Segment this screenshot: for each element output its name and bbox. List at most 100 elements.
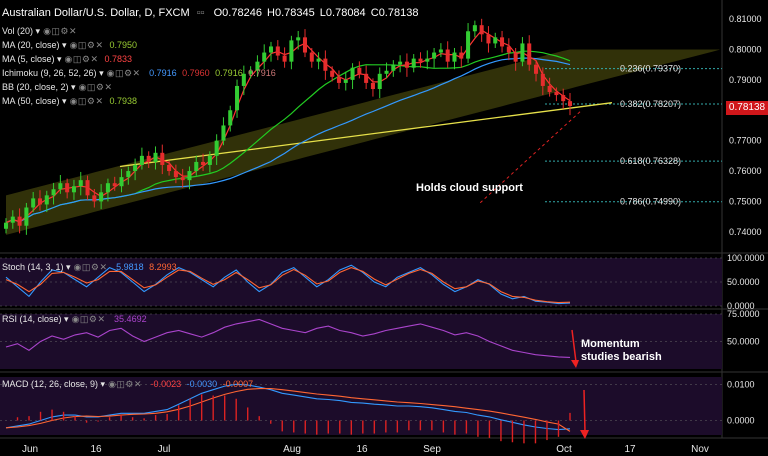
ohlc-low: L0.78084 [319,7,366,19]
candle-body [472,25,477,32]
candle-body [418,58,423,62]
candle-body [3,222,9,229]
candle-body [10,216,15,223]
legend-rsi[interactable]: RSI (14, close) ▾ ◉◫⚙✕ 35.4692 [2,314,147,324]
candle-body [500,37,505,47]
candle-body [438,49,443,53]
price-tick-label: 0.81000 [729,14,762,24]
candle-body [214,140,219,156]
candle-body [506,46,511,53]
x-tick-label: Sep [423,444,441,455]
candle-body [513,52,518,62]
candle-body [119,177,124,187]
last-price-badge: 0.78138 [726,101,768,115]
legend-stoch[interactable]: Stoch (14, 3, 1) ▾ ◉◫⚙✕ 5.9818 8.2993 [2,262,177,272]
candle-body [71,186,76,193]
candle-body [58,183,63,190]
candle-body [479,25,484,35]
x-tick-label: Jun [22,444,38,455]
candle-body [520,43,525,62]
x-tick-label: 16 [90,444,102,455]
fib-level-label: 0.618(0.76328) [620,156,681,166]
fib-level-label: 0.236(0.79370) [620,64,681,74]
candle-body [534,64,539,74]
candle-body [275,46,280,56]
candle-body [160,152,165,165]
candle-body [24,207,29,226]
candle-body [289,40,294,62]
candle-body [44,195,49,205]
legend-vol[interactable]: Vol (20) ▾ ◉◫⚙✕ [2,26,78,36]
candle-body [92,195,97,202]
candle-body [153,152,158,162]
candle-body [302,37,308,53]
candle-body [255,61,260,71]
candle-body [540,73,545,86]
candle-body [105,183,110,193]
fib-level-label: 0.786(0.74990) [620,197,681,207]
candle-body [547,85,552,93]
candle-body [173,171,178,178]
candle-body [425,58,430,62]
candle-body [364,73,369,83]
rsi-arrowhead [571,360,579,368]
x-tick-label: Aug [283,444,301,455]
candle-body [187,171,192,181]
candle-body [112,183,117,187]
cloud-annotation: Holds cloud support [416,182,523,194]
legend-ma50[interactable]: MA (50, close) ▾ ◉◫⚙✕ 0.7938 [2,96,138,106]
macd-arrow [583,389,586,433]
legend-ma20[interactable]: MA (20, close) ▾ ◉◫⚙✕ 0.7950 [2,40,138,50]
x-tick-label: Jul [158,444,171,455]
candle-body [146,155,151,162]
candle-body [126,171,131,178]
candle-body [561,95,566,102]
candle-body [411,58,416,68]
candle-body [37,198,42,205]
candle-body [51,189,56,196]
price-tick-label: 0.77000 [729,136,762,146]
candle-body [262,52,267,62]
ohlc-high: H0.78345 [267,7,315,19]
symbol-title[interactable]: Australian Dollar/U.S. Dollar, D, FXCM [2,7,190,19]
candle-body [17,216,22,226]
candle-body [194,161,199,172]
x-tick-label: Nov [691,444,709,455]
legend-bb[interactable]: BB (20, close, 2) ▾ ◉◫⚙✕ [2,82,113,92]
candle-body [31,198,36,208]
legend-ichimoku[interactable]: Ichimoku (9, 26, 52, 26) ▾ ◉◫⚙✕ 0.7916 0.… [2,68,276,78]
candle-body [404,61,409,68]
candle-body [459,52,464,59]
candle-body [398,61,403,65]
x-tick-label: 17 [624,444,636,455]
candle-body [391,64,396,71]
price-tick-label: 0.74000 [729,227,762,237]
stoch-tick-label: 0.0000 [727,301,755,311]
fib-level-label: 0.382(0.78207) [620,99,681,109]
candle-body [493,37,498,44]
macd-signal-line [5,388,571,432]
candle-body [167,164,172,172]
projection-arrow [479,111,581,204]
candle-body [241,73,246,86]
candle-body [85,180,90,196]
candle-body [445,49,450,62]
header-controls-icon[interactable]: ▫▫ [196,7,205,19]
stoch-d-line [5,267,571,304]
x-tick-label: 16 [356,444,368,455]
momentum-annotation-2: studies bearish [581,351,662,363]
candle-body [296,37,301,41]
candle-body [486,34,491,44]
stoch-tick-label: 50.0000 [727,277,760,287]
ohlc-open: O0.78246 [213,7,262,19]
candle-body [201,161,206,165]
legend-macd[interactable]: MACD (12, 26, close, 9) ▾ ◉◫⚙✕ -0.0023 -0… [2,379,254,389]
candle-body [384,70,389,74]
candle-body [377,73,382,89]
candle-body [330,70,335,77]
ichimoku-cloud [6,49,720,235]
candle-body [323,58,328,71]
candle-body [370,82,375,89]
rsi-rsi-line [5,318,571,358]
legend-ma5[interactable]: MA (5, close) ▾ ◉◫⚙✕ 0.7833 [2,54,133,64]
